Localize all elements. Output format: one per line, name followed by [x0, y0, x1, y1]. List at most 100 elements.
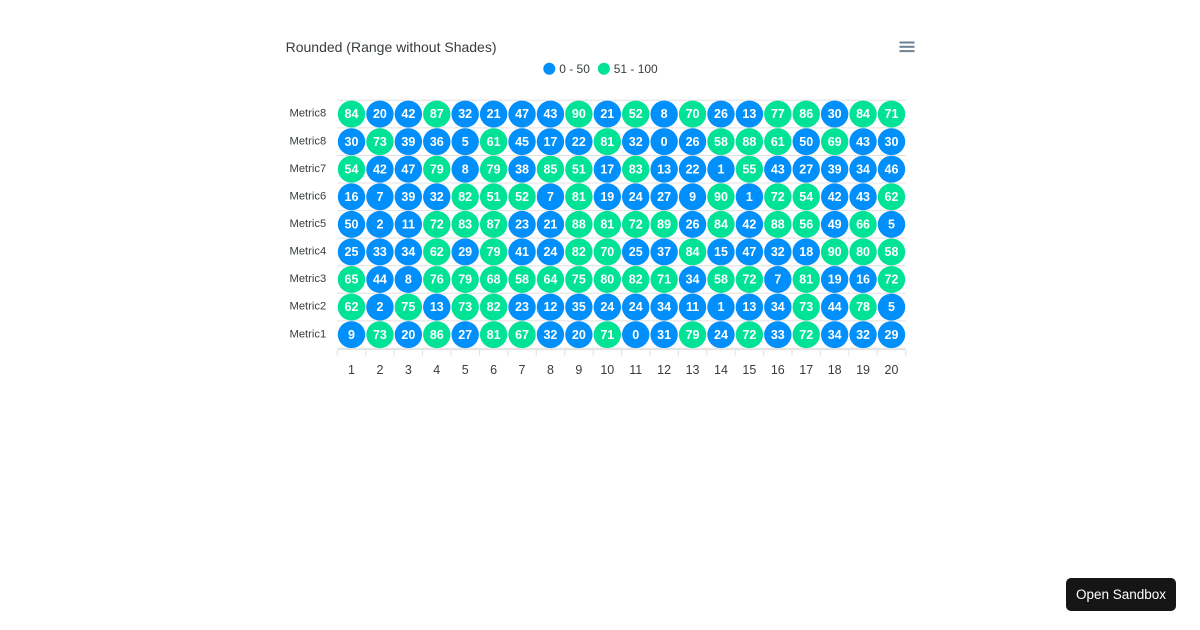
svg-text:82: 82	[458, 190, 472, 204]
svg-text:27: 27	[657, 190, 671, 204]
svg-text:34: 34	[856, 162, 870, 176]
svg-text:8: 8	[661, 107, 668, 121]
svg-text:81: 81	[600, 135, 614, 149]
svg-text:18: 18	[828, 363, 842, 377]
svg-text:71: 71	[885, 107, 899, 121]
svg-text:19: 19	[856, 363, 870, 377]
svg-text:83: 83	[458, 217, 472, 231]
svg-text:22: 22	[572, 135, 586, 149]
svg-text:71: 71	[600, 328, 614, 342]
svg-text:Metric1: Metric1	[290, 328, 327, 340]
svg-text:25: 25	[345, 245, 359, 259]
svg-text:30: 30	[345, 135, 359, 149]
svg-text:79: 79	[430, 162, 444, 176]
svg-text:11: 11	[402, 217, 415, 231]
svg-text:72: 72	[771, 190, 785, 204]
svg-text:14: 14	[714, 363, 728, 377]
svg-text:81: 81	[600, 217, 614, 231]
svg-text:34: 34	[686, 273, 700, 287]
svg-text:16: 16	[771, 363, 785, 377]
svg-text:15: 15	[742, 363, 756, 377]
svg-text:47: 47	[515, 107, 529, 121]
svg-text:43: 43	[771, 162, 785, 176]
svg-text:64: 64	[543, 273, 557, 287]
svg-text:9: 9	[575, 363, 582, 377]
svg-text:61: 61	[771, 135, 785, 149]
svg-text:24: 24	[714, 328, 728, 342]
svg-text:42: 42	[401, 107, 415, 121]
svg-text:26: 26	[714, 107, 728, 121]
svg-text:24: 24	[600, 300, 614, 314]
svg-text:30: 30	[885, 135, 899, 149]
svg-text:42: 42	[373, 162, 387, 176]
svg-text:73: 73	[373, 135, 387, 149]
svg-text:16: 16	[856, 273, 870, 287]
svg-text:71: 71	[657, 273, 671, 287]
svg-text:34: 34	[401, 245, 415, 259]
svg-text:13: 13	[686, 363, 700, 377]
svg-text:0: 0	[632, 328, 639, 342]
svg-text:84: 84	[714, 217, 728, 231]
svg-text:90: 90	[572, 107, 586, 121]
svg-text:45: 45	[515, 135, 529, 149]
svg-text:30: 30	[828, 107, 842, 121]
svg-text:50: 50	[345, 217, 359, 231]
svg-text:0: 0	[661, 135, 668, 149]
svg-text:79: 79	[487, 245, 501, 259]
svg-text:73: 73	[458, 300, 472, 314]
svg-text:43: 43	[856, 190, 870, 204]
svg-text:Rounded (Range without Shades): Rounded (Range without Shades)	[286, 39, 497, 55]
svg-text:7: 7	[376, 190, 383, 204]
svg-text:7: 7	[774, 273, 781, 287]
svg-text:13: 13	[657, 162, 671, 176]
svg-text:17: 17	[799, 363, 813, 377]
svg-text:72: 72	[799, 328, 813, 342]
svg-text:12: 12	[543, 300, 557, 314]
svg-text:70: 70	[600, 245, 614, 259]
svg-text:37: 37	[657, 245, 671, 259]
svg-text:Metric6: Metric6	[290, 190, 327, 202]
svg-text:34: 34	[657, 300, 671, 314]
svg-text:72: 72	[742, 328, 756, 342]
svg-text:6: 6	[490, 363, 497, 377]
svg-text:32: 32	[629, 135, 643, 149]
svg-text:84: 84	[686, 245, 700, 259]
svg-text:9: 9	[689, 190, 696, 204]
svg-text:1: 1	[717, 300, 724, 314]
svg-text:49: 49	[828, 217, 842, 231]
svg-text:2: 2	[376, 363, 383, 377]
svg-text:22: 22	[686, 162, 700, 176]
svg-text:16: 16	[345, 190, 359, 204]
svg-text:33: 33	[771, 328, 785, 342]
svg-text:13: 13	[742, 300, 756, 314]
svg-text:81: 81	[572, 190, 586, 204]
svg-text:86: 86	[430, 328, 444, 342]
svg-text:42: 42	[828, 190, 842, 204]
svg-text:56: 56	[799, 217, 813, 231]
svg-text:46: 46	[885, 162, 899, 176]
svg-text:87: 87	[487, 217, 501, 231]
svg-text:80: 80	[856, 245, 870, 259]
svg-text:58: 58	[885, 245, 899, 259]
svg-text:Metric4: Metric4	[290, 246, 327, 258]
svg-text:15: 15	[714, 245, 728, 259]
svg-text:43: 43	[856, 135, 870, 149]
svg-text:58: 58	[515, 273, 529, 287]
svg-text:79: 79	[686, 328, 700, 342]
svg-text:85: 85	[543, 162, 557, 176]
svg-text:9: 9	[348, 328, 355, 342]
svg-text:81: 81	[799, 273, 813, 287]
svg-text:12: 12	[657, 363, 671, 377]
svg-text:29: 29	[885, 328, 899, 342]
svg-text:2: 2	[376, 300, 383, 314]
svg-text:80: 80	[600, 273, 614, 287]
svg-text:68: 68	[487, 273, 501, 287]
svg-text:19: 19	[828, 273, 842, 287]
svg-text:90: 90	[714, 190, 728, 204]
svg-text:21: 21	[543, 217, 557, 231]
svg-text:5: 5	[462, 135, 469, 149]
svg-text:Metric2: Metric2	[290, 301, 327, 313]
svg-text:54: 54	[345, 162, 359, 176]
svg-text:42: 42	[742, 217, 756, 231]
svg-text:13: 13	[430, 300, 444, 314]
